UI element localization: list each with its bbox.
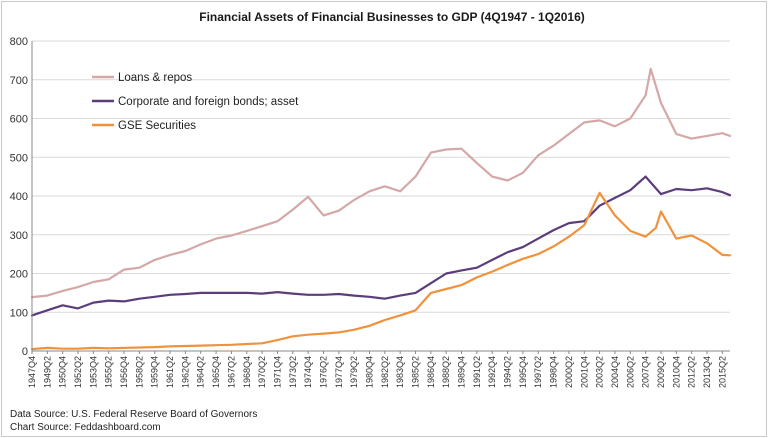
x-tick-label: 1955Q2 [104, 356, 114, 388]
series-line-1 [30, 67, 732, 299]
x-tick-label: 1989Q4 [457, 356, 467, 388]
x-tick-label: 1995Q4 [518, 356, 528, 388]
series-line-2 [30, 175, 732, 317]
data-source-note: Data Source: U.S. Federal Reserve Board … [10, 409, 257, 420]
axis-layer: 0 100 200 300 400 500 600 700 800 1947Q4 1949Q2 195… [10, 36, 730, 388]
y-tick-label: 800 [10, 36, 28, 48]
x-tick-label: 1991Q2 [472, 356, 482, 388]
x-tick-label: 1968Q4 [242, 356, 252, 388]
x-tick-label: 1992Q4 [487, 356, 497, 388]
x-tick-label: 1976Q2 [318, 356, 328, 388]
x-tick-label: 1974Q4 [303, 356, 313, 388]
x-tick-label: 1971Q4 [272, 356, 282, 388]
x-tick-label: 2012Q2 [687, 356, 697, 388]
y-tick-label: 700 [10, 75, 28, 87]
x-tick-label: 1998Q4 [549, 356, 559, 388]
x-tick-label: 1949Q2 [42, 356, 52, 388]
legend-label: GSE Securities [118, 120, 196, 132]
x-tick-label: 1997Q2 [533, 356, 543, 388]
y-tick-label: 600 [10, 114, 28, 126]
x-tick-label: 1952Q2 [73, 356, 83, 388]
x-tick-label: 1958Q2 [134, 356, 144, 388]
x-tick-label: 1982Q2 [380, 356, 390, 388]
x-tick-label: 1979Q2 [349, 356, 359, 388]
x-tick-label: 1956Q4 [119, 356, 129, 388]
y-tick-label: 200 [10, 269, 28, 281]
x-tick-label: 1983Q4 [395, 356, 405, 388]
x-tick-label: 2000Q2 [564, 356, 574, 388]
series-layer [30, 67, 732, 351]
y-tick-label: 100 [10, 307, 28, 319]
y-tick-label: 300 [10, 230, 28, 242]
x-tick-label: 1950Q4 [58, 356, 68, 388]
x-tick-label: 1986Q4 [426, 356, 436, 388]
x-tick-label: 1973Q2 [288, 356, 298, 388]
x-tick-label: 1977Q4 [334, 356, 344, 388]
y-tick-label: 500 [10, 152, 28, 164]
legend-label: Corporate and foreign bonds; asset [118, 96, 299, 108]
x-tick-label: 1980Q4 [364, 356, 374, 388]
chart-source-note: Chart Source: Feddashboard.com [10, 422, 161, 433]
x-tick-label: 1953Q4 [88, 356, 98, 388]
x-tick-label: 1961Q2 [165, 356, 175, 388]
x-tick-label: 2001Q4 [579, 356, 589, 388]
x-tick-label: 1988Q2 [441, 356, 451, 388]
series-line-3 [30, 191, 732, 351]
x-tick-label: 1967Q2 [226, 356, 236, 388]
x-tick-label: 2003Q2 [595, 356, 605, 388]
x-tick-label: 1964Q2 [196, 356, 206, 388]
x-tick-label: 2010Q4 [671, 356, 681, 388]
grid-layer [32, 40, 730, 352]
chart-title: Financial Assets of Financial Businesses… [199, 10, 584, 24]
x-tick-label: 1959Q4 [150, 356, 160, 388]
x-tick-label: 1962Q4 [180, 356, 190, 388]
legend: Loans & repos Corporate and foreign bonds… [92, 72, 299, 132]
y-tick-label: 0 [22, 346, 28, 358]
x-tick-label: 1965Q4 [211, 356, 221, 388]
x-tick-label: 1947Q4 [27, 356, 37, 388]
x-tick-label: 2006Q2 [625, 356, 635, 388]
x-tick-label: 2009Q2 [656, 356, 666, 388]
x-tick-label: 1994Q2 [503, 356, 513, 388]
y-tick-label: 400 [10, 191, 28, 203]
x-tick-label: 1970Q2 [257, 356, 267, 388]
x-tick-label: 2013Q4 [702, 356, 712, 388]
x-tick-label: 2015Q2 [717, 356, 727, 388]
x-tick-label: 2004Q4 [610, 356, 620, 388]
x-tick-label: 1985Q2 [411, 356, 421, 388]
x-tick-label: 2007Q4 [641, 356, 651, 388]
legend-label: Loans & repos [118, 72, 192, 84]
